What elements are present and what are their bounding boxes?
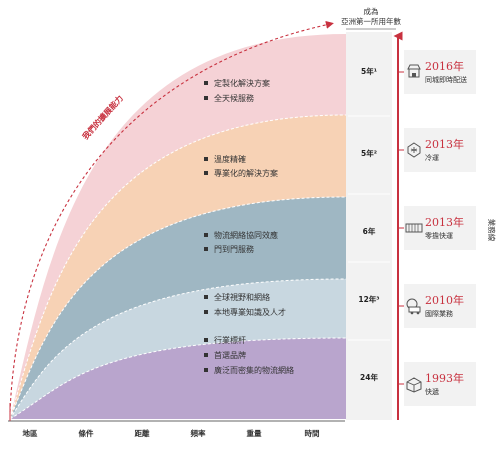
milestone-label: 零擔快運 xyxy=(425,231,453,240)
x-axis-label: 時間 xyxy=(305,428,320,438)
milestone-year: 1993年 xyxy=(425,371,464,385)
bullet-text: 廣泛而密集的物流網絡 xyxy=(214,365,294,375)
years-value: 12年³ xyxy=(358,294,379,304)
years-value: 5年¹ xyxy=(361,66,377,76)
milestone-label: 同城即時配送 xyxy=(425,75,467,84)
bullet-marker xyxy=(204,247,208,251)
bullet-item: 行業標杆 xyxy=(204,335,246,345)
bullet-item: 全天候服務 xyxy=(204,93,254,103)
bullet-text: 本地專業知識及人才 xyxy=(214,307,286,317)
band-divider xyxy=(9,278,347,420)
milestone-year: 2013年 xyxy=(425,137,464,151)
x-axis-labels: 地區 條件 距離 頻率 重量 時間 xyxy=(23,428,320,438)
years-layer: 5年¹ 5年² 6年 12年³ 24年 xyxy=(348,66,390,382)
milestones-layer: 2016年同城即時配送2013年冷運2013年零擔快運2010年國際業務1993… xyxy=(398,50,476,406)
milestone-card-bg xyxy=(404,128,476,172)
bullet-item: 本地專業知識及人才 xyxy=(204,307,286,317)
years-column xyxy=(346,32,392,420)
milestone-year: 2010年 xyxy=(425,293,464,307)
x-axis-label: 地區 xyxy=(23,428,38,438)
band-divider xyxy=(9,196,347,420)
bullet-marker xyxy=(204,338,208,342)
bullet-text: 門到門服務 xyxy=(214,244,254,254)
band-divider xyxy=(9,337,347,420)
bullet-marker xyxy=(204,310,208,314)
bullet-item: 全球視野和網絡 xyxy=(204,292,270,302)
bullet-item: 專業化的解決方案 xyxy=(204,168,278,178)
bullet-text: 專業化的解決方案 xyxy=(214,168,278,178)
x-axis-label: 重量 xyxy=(247,428,262,438)
bullet-text: 全球視野和網絡 xyxy=(214,292,270,302)
years-value: 6年 xyxy=(363,226,376,236)
bullet-text: 首選品牌 xyxy=(214,350,246,360)
expansion-arc-arrow xyxy=(9,20,334,413)
milestone-label: 冷運 xyxy=(425,153,439,162)
header-line-1: 成為 xyxy=(364,6,379,16)
bullet-item: 門到門服務 xyxy=(204,244,254,254)
side-label: 業務線 xyxy=(487,219,497,242)
bullet-text: 行業標杆 xyxy=(214,335,246,345)
years-value: 5年² xyxy=(361,148,377,158)
band-dividers xyxy=(9,114,347,420)
milestone-label: 國際業務 xyxy=(425,309,453,318)
trailer-icon xyxy=(405,223,423,233)
bullet-marker xyxy=(204,157,208,161)
bullet-marker xyxy=(204,368,208,372)
bullet-item: 物流網絡協同效應 xyxy=(204,230,278,240)
milestone-card-bg xyxy=(404,50,476,94)
snowflake-icon xyxy=(407,142,421,158)
header-line-2: 亞洲第一所用年數 xyxy=(341,16,401,26)
bullet-item: 廣泛而密集的物流網絡 xyxy=(204,365,294,375)
milestone-year: 2016年 xyxy=(425,59,464,73)
shop-icon xyxy=(407,64,421,78)
bullet-marker xyxy=(204,81,208,85)
bullet-item: 溫度精確 xyxy=(204,154,246,164)
bullet-marker xyxy=(204,96,208,100)
bullet-text: 物流網絡協同效應 xyxy=(214,230,278,240)
bands-layer xyxy=(10,34,346,419)
milestone-label: 快遞 xyxy=(425,387,439,396)
x-axis-label: 距離 xyxy=(135,428,150,438)
band-divider xyxy=(9,114,347,420)
bullet-marker xyxy=(204,353,208,357)
milestone-card-bg xyxy=(404,284,476,328)
parcel-icon xyxy=(406,377,422,393)
milestone-card-bg xyxy=(404,206,476,250)
bullet-item: 首選品牌 xyxy=(204,350,246,360)
bullet-marker xyxy=(204,171,208,175)
bullet-marker xyxy=(204,233,208,237)
bullet-marker xyxy=(204,295,208,299)
bullet-text: 全天候服務 xyxy=(214,93,254,103)
bullet-item: 定製化解決方案 xyxy=(204,78,270,88)
bullet-text: 定製化解決方案 xyxy=(214,78,270,88)
globe-truck-icon xyxy=(406,298,421,315)
x-axis-label: 頻率 xyxy=(191,428,206,438)
x-axis-label: 條件 xyxy=(79,428,94,438)
bullets-layer: 定製化解決方案全天候服務溫度精確專業化的解決方案物流網絡協同效應門到門服務全球視… xyxy=(204,78,294,375)
milestone-year: 2013年 xyxy=(425,215,464,229)
band-5-fill xyxy=(10,338,346,419)
years-value: 24年 xyxy=(360,372,378,382)
bullet-text: 溫度精確 xyxy=(214,154,246,164)
